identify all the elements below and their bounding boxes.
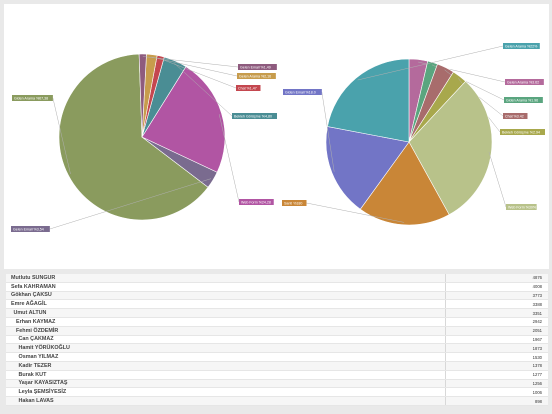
leader-line xyxy=(218,114,240,203)
agent-value: 1277 xyxy=(532,372,542,378)
agent-value: 3388 xyxy=(532,301,542,307)
table-row: Hamit YÖRÜKOĞLU 1873 xyxy=(6,344,548,354)
agent-value: 1967 xyxy=(532,336,542,342)
agent-value: 4876 xyxy=(532,275,542,281)
slice-label: Chat %3.42 xyxy=(505,114,524,118)
slice-label-box xyxy=(238,64,277,70)
slice-label-box xyxy=(505,79,544,85)
slice-label-box xyxy=(283,89,322,95)
slice-label-box xyxy=(506,204,537,210)
agent-name: Erhan KAYMAZ xyxy=(6,317,446,326)
slice-label: Gelen Email %1,49 xyxy=(240,65,271,69)
agent-name: Sefa KAHRAMAN xyxy=(6,282,446,291)
agent-name: Osman YILMAZ xyxy=(6,353,446,361)
slice-label-box xyxy=(239,199,274,205)
agent-name: Yaşar KAYASIZTAŞ xyxy=(6,379,446,388)
pie-slice xyxy=(138,53,147,138)
agent-name: Can ÇAKMAZ xyxy=(6,335,446,344)
agent-value: 2051 xyxy=(532,328,542,334)
agent-name: Emre AĞAGİL xyxy=(6,300,446,309)
leader-line xyxy=(306,202,405,223)
slice-label: Gelen Arama %2,16 xyxy=(239,74,271,78)
slice-label: Gelen Arama %3.62 xyxy=(507,80,539,84)
slice-label: Santl %180 xyxy=(284,201,302,205)
slice-label: Gelen Email %3,54 xyxy=(13,227,44,231)
slice-label-box xyxy=(503,43,540,49)
slice-label: Bekleh Görüşme %4,80 xyxy=(234,114,272,118)
slice-label: Gelen Arama %22% xyxy=(505,44,538,48)
agent-name: Hamit YÖRÜKOĞLU xyxy=(6,344,446,353)
pie-slice xyxy=(58,53,209,221)
leader-line xyxy=(321,91,335,172)
leader-line xyxy=(151,56,238,77)
leader-line xyxy=(142,56,239,68)
table-row: Osman YILMAZ 1530 xyxy=(6,353,548,362)
agent-value: 3351 xyxy=(532,310,542,316)
agent-name: Gökhan ÇAKSU xyxy=(6,291,446,300)
agent-name: Hakan LAVAS xyxy=(6,397,446,405)
slice-label: Bekleh Görüşme %2.94 xyxy=(502,130,540,134)
slice-label-box xyxy=(232,113,277,119)
pie-charts: Giden Arama %67,38 Gelen Email %3,54 Web F… xyxy=(11,43,545,232)
slice-label: Web Form %30% xyxy=(508,205,537,209)
table-row: Can ÇAKMAZ 1967 xyxy=(6,335,548,345)
table-row: Burak KUT 1277 xyxy=(6,370,548,380)
table-row: Hakan LAVAS 898 xyxy=(6,397,548,406)
pie-slice xyxy=(325,126,410,210)
slice-label: Chat %1,47 xyxy=(238,86,257,90)
agent-name: Leyla ŞEMSİYESİZ xyxy=(6,388,446,397)
agent-table: Mutlutu SUNGUR 4876 Sefa KAHRAMAN 4008 Gökha… xyxy=(6,274,548,406)
pie-slice xyxy=(327,58,410,143)
slice-label-box xyxy=(503,113,528,119)
table-row: Erhan KAYMAZ 2942 xyxy=(6,317,548,327)
agent-name: Burak KUT xyxy=(6,370,446,379)
slice-label: Web Form %24,28 xyxy=(241,200,271,204)
agent-value: 898 xyxy=(535,398,542,404)
slice-label-box xyxy=(12,95,53,101)
agent-value: 1378 xyxy=(532,363,542,369)
table-row: Umut ALTUN 3351 xyxy=(6,309,548,318)
agent-name: Fehmi ÖZDEMİR xyxy=(6,326,446,335)
charts-panel: Giden Arama %67,38 Gelen Email %3,54 Web F… xyxy=(4,4,549,269)
agent-value: 1006 xyxy=(532,389,542,395)
leader-line xyxy=(160,58,237,89)
agent-name: Kadir TEZER xyxy=(6,361,446,370)
slice-label-box xyxy=(282,200,307,206)
agent-value: 1256 xyxy=(532,380,542,386)
agent-name: Umut ALTUN xyxy=(6,309,446,317)
pie-slice xyxy=(359,141,450,226)
slice-label-box xyxy=(11,226,50,232)
leader-line xyxy=(357,45,504,81)
table-row: Gökhan ÇAKSU 3773 xyxy=(6,291,548,301)
agent-value: 3773 xyxy=(532,292,542,298)
table-row: Fehmi ÖZDEMİR 2051 xyxy=(6,326,548,336)
slice-label: Giden Email %18.0 xyxy=(285,90,316,94)
pie-slice xyxy=(408,80,493,216)
leader-line xyxy=(174,63,233,117)
agent-value: 4008 xyxy=(532,284,542,290)
table-row: Sefa KAHRAMAN 4008 xyxy=(6,282,548,292)
leader-line xyxy=(52,97,71,175)
agent-value: 1530 xyxy=(532,354,542,360)
table-row: Yaşar KAYASIZTAŞ 1256 xyxy=(6,379,548,389)
slice-label-box xyxy=(236,85,261,91)
agent-value: 2942 xyxy=(532,319,542,325)
table-row: Emre AĞAGİL 3388 xyxy=(6,300,548,310)
agent-value: 1873 xyxy=(532,345,542,351)
table-row: Kadir TEZER 1378 xyxy=(6,361,548,371)
slice-label-box xyxy=(237,73,276,79)
slice-label-box xyxy=(504,97,543,103)
leader-line xyxy=(488,151,507,208)
agent-name: Mutlutu SUNGUR xyxy=(6,274,446,282)
slice-label: Giden Arama %1.96 xyxy=(506,98,538,102)
slice-label: Giden Arama %67,38 xyxy=(14,96,48,100)
table-row: Mutlutu SUNGUR 4876 xyxy=(6,274,548,283)
leader-line xyxy=(49,178,211,230)
slice-label-box xyxy=(500,129,545,135)
table-row: Leyla ŞEMSİYESİZ 1006 xyxy=(6,388,548,398)
pie-slice xyxy=(141,66,226,173)
